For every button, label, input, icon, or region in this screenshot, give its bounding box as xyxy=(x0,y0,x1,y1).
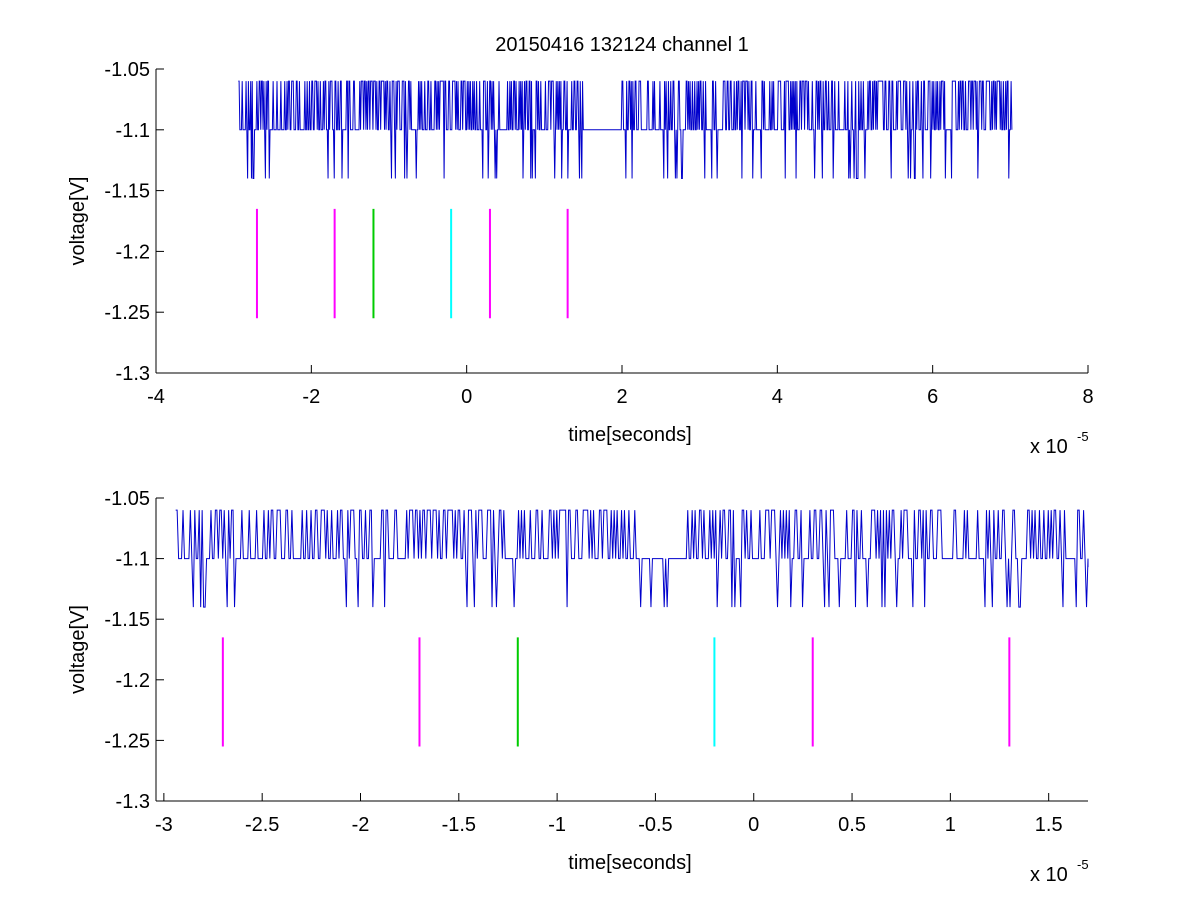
top-axes: 20150416 132124 channel 1 -4 -2 0 2 4 6 8 -1.3 -1… xyxy=(67,34,1094,458)
x-tick-label: 1 xyxy=(945,814,956,836)
bottom-axes: -3 -2.5 -2 -1.5 -1 -0.5 0 0.5 1 1.5 -1.3 -1.25 -1.2 -… xyxy=(67,488,1089,886)
x-axis-label: time[seconds] xyxy=(568,852,691,874)
x-tick-label: 2 xyxy=(616,386,627,408)
x-tick-label: 0 xyxy=(748,814,759,836)
y-tick-label: -1.3 xyxy=(116,791,150,813)
y-tick-label: -1.1 xyxy=(116,120,150,142)
x-tick-label: -2 xyxy=(352,814,370,836)
x-axis-label: time[seconds] xyxy=(568,424,691,446)
x-exponent-label: x 10 xyxy=(1030,436,1068,458)
x-tick-label: 6 xyxy=(927,386,938,408)
x-tick-label: -1.5 xyxy=(442,814,476,836)
y-tick-label: -1.05 xyxy=(104,59,150,81)
x-tick-label: 0.5 xyxy=(838,814,866,836)
x-tick-label: 0 xyxy=(461,386,472,408)
x-exponent-power: -5 xyxy=(1077,857,1089,872)
x-tick-label: -2.5 xyxy=(245,814,279,836)
x-tick-label: -1 xyxy=(548,814,566,836)
y-tick-label: -1.15 xyxy=(104,609,150,631)
y-axis-label: voltage[V] xyxy=(67,605,89,694)
y-tick-label: -1.05 xyxy=(104,488,150,510)
x-exponent-label: x 10 xyxy=(1030,864,1068,886)
chart-title: 20150416 132124 channel 1 xyxy=(495,34,749,56)
x-tick-label: -3 xyxy=(155,814,173,836)
y-tick-label: -1.2 xyxy=(116,241,150,263)
x-tick-label: -0.5 xyxy=(638,814,672,836)
y-tick-label: -1.15 xyxy=(104,181,150,203)
x-tick-label: 8 xyxy=(1082,386,1093,408)
x-exponent-power: -5 xyxy=(1077,429,1089,444)
y-tick-label: -1.25 xyxy=(104,302,150,324)
signal-series xyxy=(238,80,1013,179)
x-tick-label: -2 xyxy=(302,386,320,408)
y-tick-label: -1.25 xyxy=(104,730,150,752)
y-tick-label: -1.2 xyxy=(116,670,150,692)
x-tick-label: 1.5 xyxy=(1035,814,1063,836)
signal-series xyxy=(175,509,1089,608)
y-tick-label: -1.3 xyxy=(116,363,150,385)
y-tick-label: -1.1 xyxy=(116,549,150,571)
x-tick-label: 4 xyxy=(772,386,783,408)
y-axis-label: voltage[V] xyxy=(67,177,89,266)
x-tick-label: -4 xyxy=(147,386,165,408)
